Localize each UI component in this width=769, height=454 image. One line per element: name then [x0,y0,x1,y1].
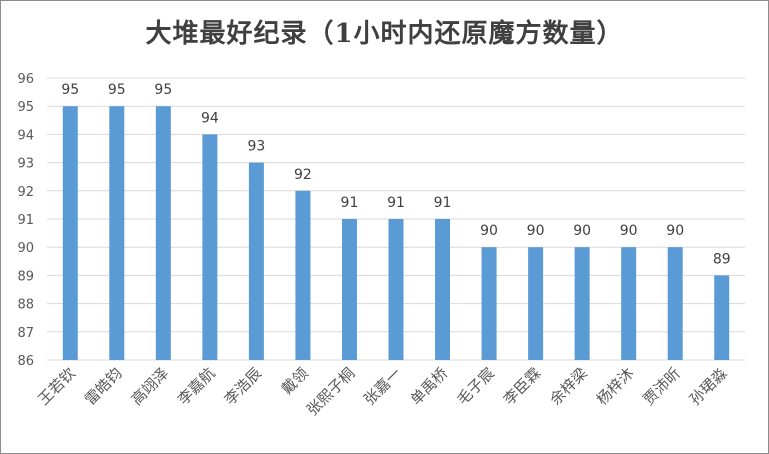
category-label: 杨梓沐 [593,364,638,409]
category-label: 余梓梁 [546,364,591,409]
data-label: 95 [154,82,172,98]
y-tick-label: 90 [17,241,34,256]
category-label: 贾沛昕 [639,364,684,409]
bar [388,219,404,360]
y-tick-label: 88 [17,298,34,313]
y-tick-label: 89 [17,269,34,284]
data-label: 90 [666,223,684,239]
data-label: 89 [713,251,731,267]
data-label: 95 [61,82,79,98]
bar [295,190,311,360]
bar [62,106,78,360]
data-label: 90 [573,223,591,239]
bars [62,106,730,360]
category-label: 李臣霖 [500,364,545,409]
y-tick-label: 94 [17,128,34,143]
data-label: 91 [434,195,452,211]
category-label: 毛子宸 [453,364,498,409]
chart-title: 大堆最好纪录（1小时内还原魔方数量） [145,19,624,49]
category-label: 张熙子桐 [303,364,358,419]
bar [667,247,683,360]
category-label: 张嘉一 [360,364,405,409]
category-label: 戴领 [278,364,312,398]
data-label: 90 [527,223,545,239]
category-label: 单禹桥 [407,364,452,409]
data-label: 92 [294,167,312,183]
data-label: 93 [247,139,265,155]
bar [109,106,125,360]
category-label: 孙珺淼 [686,364,731,409]
bar [248,162,264,360]
data-labels: 95 95 95 94 93 92 91 91 91 90 90 90 90 90 89 [61,82,730,267]
category-label: 王若钦 [35,364,80,409]
y-axis-ticks: 86 87 88 89 90 91 92 93 94 95 96 [17,72,34,369]
bar [341,219,357,360]
bar [574,247,590,360]
y-tick-label: 96 [17,72,34,87]
data-label: 90 [480,223,498,239]
data-label: 95 [108,82,126,98]
category-label: 高翊泽 [128,364,173,409]
bar [155,106,171,360]
bar [481,247,497,360]
bar [528,247,544,360]
category-label: 李嘉航 [174,364,219,409]
y-tick-label: 86 [17,354,34,369]
y-tick-label: 91 [17,213,34,228]
category-label: 雷皓钧 [81,364,126,409]
y-tick-label: 87 [17,326,34,341]
category-label: 李浩辰 [221,364,266,409]
data-label: 90 [620,223,638,239]
bar [435,219,451,360]
bar [202,134,218,360]
x-axis-categories: 王若钦 雷皓钧 高翊泽 李嘉航 李浩辰 戴领张熙子桐 张嘉一 单禹桥 毛子宸 李臣霖 余梓梁 杨梓沐贾… [35,364,731,419]
bar [621,247,637,360]
bar [714,275,730,360]
data-label: 94 [201,110,219,126]
data-label: 91 [341,195,359,211]
y-tick-label: 93 [17,157,34,172]
y-tick-label: 95 [17,100,34,115]
data-label: 91 [387,195,405,211]
y-tick-label: 92 [17,185,34,200]
